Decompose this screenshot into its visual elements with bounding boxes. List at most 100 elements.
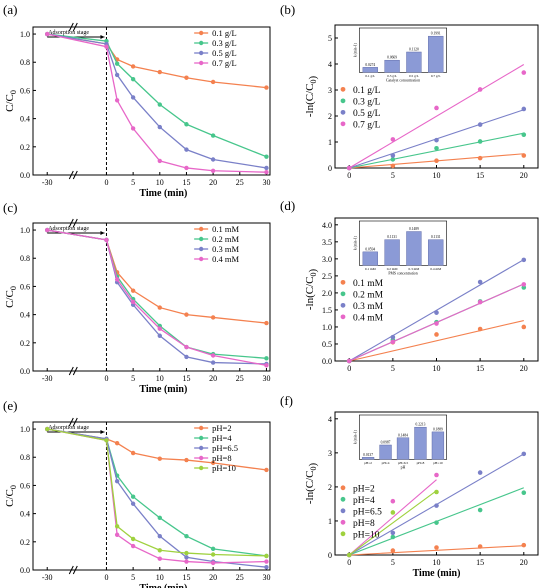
y-tick-label: 5	[328, 34, 332, 43]
data-point	[434, 321, 439, 326]
data-point	[184, 457, 189, 463]
data-point	[184, 312, 189, 317]
legend-marker	[198, 455, 204, 461]
fit-line-3	[348, 479, 437, 556]
legend-marker	[198, 425, 204, 431]
inset-bar	[361, 457, 375, 460]
plot-frame	[32, 26, 271, 176]
inset-category-label: 0.4 mM	[430, 267, 441, 271]
y-tick-label: 2	[328, 112, 332, 121]
legend-entry: 0.3 mM	[212, 244, 239, 254]
x-tick-label: 0	[104, 178, 108, 187]
data-point	[434, 105, 439, 111]
adsorption-stage-label: Adsorption stage	[48, 30, 89, 36]
data-point	[477, 507, 483, 513]
data-point	[390, 498, 396, 504]
legend-entry: pH=4	[353, 496, 375, 506]
x-tick-label: 15	[476, 558, 484, 567]
panel-a: -30 0 5 10 15 20 25 30 0.0 0.2 0.4 0.6 0.8 1.0 Time (m…	[3, 2, 271, 199]
y-axis-label: C/C0	[4, 286, 18, 308]
inset-bar	[428, 239, 444, 266]
data-point	[264, 320, 269, 326]
adsorption-arrowhead	[100, 35, 105, 39]
data-point	[130, 76, 136, 82]
y-tick-label: 1.0	[20, 226, 30, 235]
x-tick-label: 0	[347, 558, 351, 567]
data-point	[477, 299, 483, 305]
legend-marker	[198, 465, 204, 471]
x-tick-label: 20	[520, 171, 528, 180]
legend-marker	[340, 302, 346, 308]
data-point	[130, 543, 136, 549]
legend-marker	[340, 485, 346, 491]
data-point	[157, 548, 162, 553]
y-tick-label: 2	[328, 483, 332, 492]
data-point	[346, 358, 352, 364]
data-point	[130, 501, 136, 506]
y-axis-label: -ln(C/C0)	[304, 76, 319, 118]
x-axis-label: Time (min)	[139, 384, 187, 395]
inset-category-label: 0.7 g/L	[431, 74, 441, 78]
legend-entry: 0.1 mM	[353, 279, 384, 289]
data-point	[114, 277, 120, 282]
inset-category-label: pH=8	[417, 461, 425, 465]
data-point	[157, 124, 162, 130]
data-point	[477, 544, 483, 549]
data-point	[434, 503, 439, 508]
legend-marker	[198, 50, 204, 56]
x-tick-label: 0	[347, 171, 351, 180]
inset-y-label: k (min-1)	[353, 236, 357, 250]
y-axis-label: C/C0	[4, 90, 18, 112]
x-tick-label: 20	[209, 374, 217, 383]
data-point	[184, 344, 189, 350]
x-tick-label: 30	[262, 374, 270, 383]
y-tick-label: 1	[328, 138, 332, 147]
data-point	[434, 545, 439, 550]
x-tick-label: 5	[131, 178, 135, 187]
data-point	[210, 157, 216, 162]
legend-entry: pH=2	[353, 484, 375, 494]
y-axis-label: -ln(C/C0)	[304, 463, 319, 505]
panel-f: 0 5 10 15 20 0 1 2 3 4 Time (min) -ln(C/C0) (f) pH=2 p…	[280, 393, 539, 579]
inset-bar-value: 0.0137	[363, 453, 373, 457]
data-point	[184, 165, 189, 171]
axis-break-mark	[68, 218, 74, 228]
legend-entry: pH=2	[212, 423, 231, 433]
axis-break-mark	[72, 218, 78, 228]
data-point	[130, 494, 136, 499]
legend-marker	[340, 531, 346, 537]
fit-line-2	[348, 259, 525, 362]
data-point	[390, 153, 396, 158]
data-point	[157, 305, 162, 310]
data-point	[210, 353, 216, 358]
series-line-3	[47, 33, 267, 173]
adsorption-stage-label: Adsorption stage	[48, 226, 89, 232]
data-point	[157, 533, 162, 539]
data-point	[210, 168, 216, 173]
inset-y-label: k (min-1)	[353, 430, 357, 444]
legend-marker	[198, 30, 204, 36]
inset-bar	[362, 67, 378, 73]
y-tick-label: 0.2	[20, 143, 30, 152]
fit-line-0	[349, 545, 524, 556]
data-point	[114, 532, 120, 537]
data-point	[521, 282, 527, 287]
data-point	[390, 339, 396, 345]
data-point	[157, 102, 162, 107]
axis-break-mark	[72, 417, 78, 427]
inset-bar-value: 0.1131	[387, 235, 397, 239]
data-point	[210, 360, 216, 365]
legend-entry: 0.7 g/L	[212, 58, 237, 68]
inset-category-label: 0.3 mM	[409, 267, 420, 271]
panel-label: (b)	[280, 2, 295, 17]
inset-bar-value: 0.0669	[387, 56, 397, 60]
inset-bar-value: 0.1991	[431, 32, 441, 36]
data-point	[184, 559, 189, 564]
y-tick-label: 0.8	[20, 254, 30, 263]
inset-bar-value: 0.1484	[398, 433, 408, 437]
inset-bar-chart: 0.0274 0.1 g/L 0.0669 0.3 g/L 0.1120 0.5 g/L 0…	[353, 27, 447, 82]
inset-bar-value: 0.0274	[365, 63, 375, 67]
inset-bar	[362, 251, 378, 266]
data-point	[477, 326, 483, 332]
data-point	[521, 70, 527, 75]
